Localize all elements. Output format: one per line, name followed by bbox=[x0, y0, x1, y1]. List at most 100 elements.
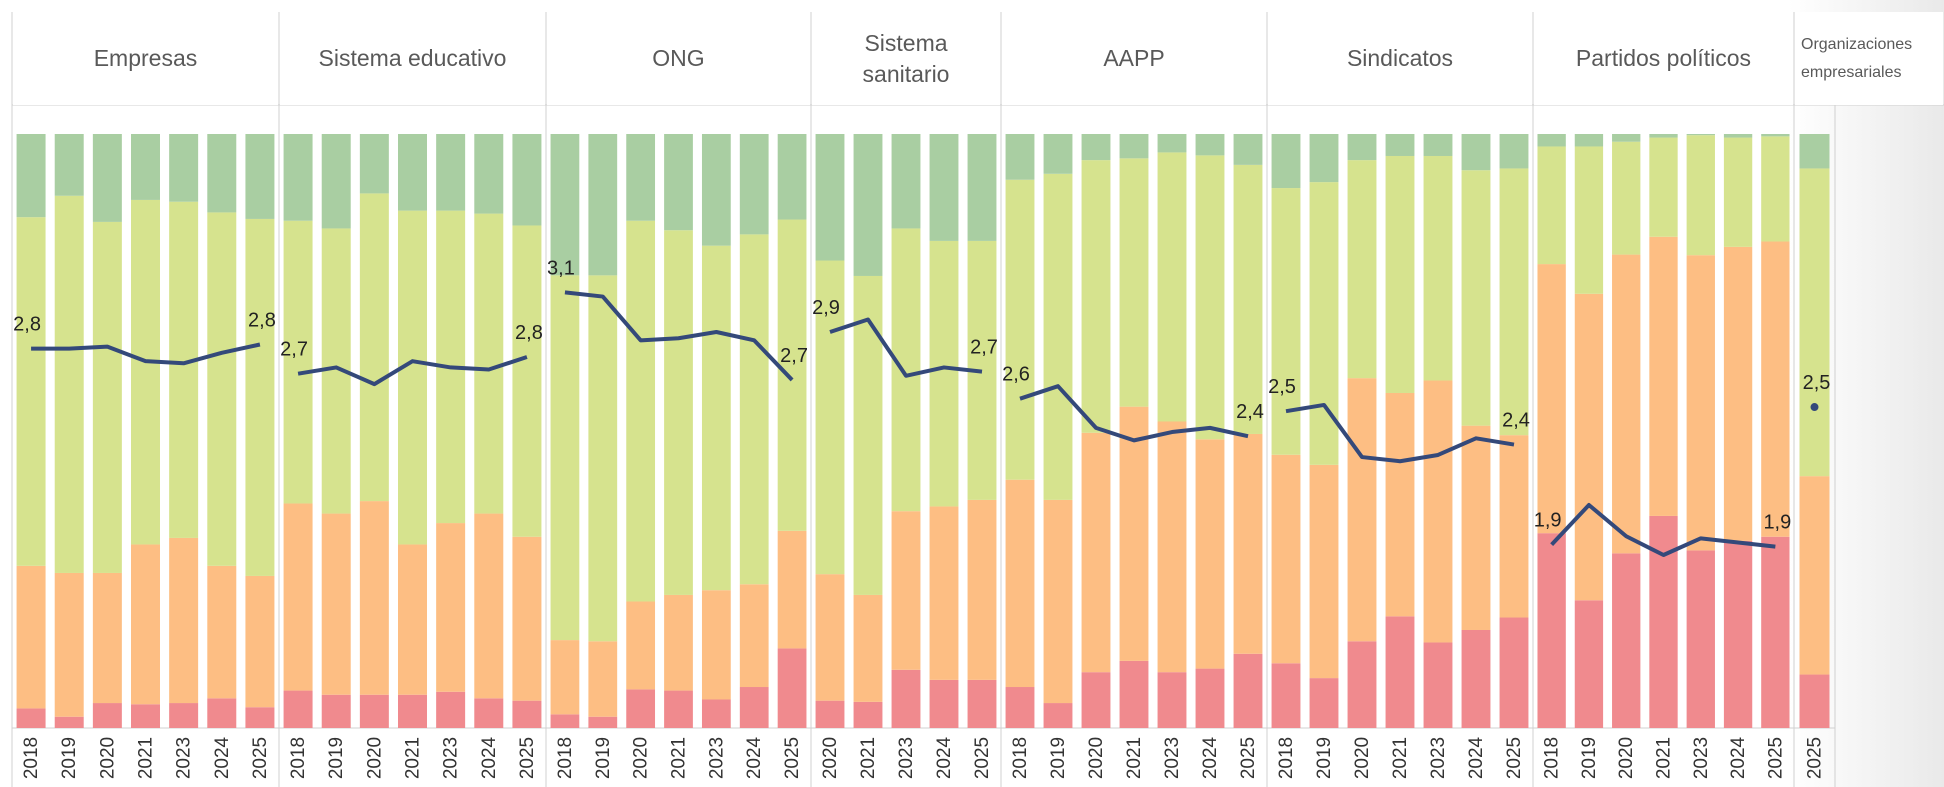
bar-segment bbox=[1799, 674, 1830, 728]
x-tick-label: 2019 bbox=[593, 737, 614, 779]
bar-segment bbox=[1723, 246, 1753, 541]
bar-segment bbox=[1461, 134, 1491, 171]
bar-segment bbox=[1499, 435, 1529, 618]
x-tick-label: 2021 bbox=[1654, 737, 1675, 779]
bar-segment bbox=[550, 134, 580, 276]
bar-segment bbox=[436, 134, 466, 211]
bar-segment bbox=[1499, 168, 1529, 436]
bar-segment bbox=[1649, 236, 1678, 516]
bar-segment bbox=[1686, 255, 1715, 551]
bar-segment bbox=[1043, 134, 1073, 174]
bar-segment bbox=[207, 565, 237, 699]
bar-segment bbox=[398, 210, 427, 545]
x-tick-label: 2025 bbox=[1504, 737, 1525, 779]
bar-segment bbox=[1649, 515, 1678, 728]
bar-segment bbox=[321, 694, 351, 728]
x-tick-label: 2025 bbox=[1805, 737, 1826, 779]
x-tick-label: 2018 bbox=[1010, 737, 1031, 779]
bar-segment bbox=[1385, 616, 1415, 728]
data-label: 2,7 bbox=[970, 337, 998, 359]
bar-segment bbox=[245, 707, 275, 728]
bar-segment bbox=[664, 230, 693, 595]
bar-segment bbox=[1612, 553, 1641, 728]
bar-segment bbox=[1005, 134, 1035, 180]
bar-segment bbox=[169, 201, 199, 538]
bar-segment bbox=[16, 217, 46, 566]
bar-segment bbox=[1537, 146, 1566, 265]
bar-segment bbox=[54, 195, 84, 573]
bar-segment bbox=[1461, 170, 1491, 426]
bar-segment bbox=[1157, 152, 1187, 422]
bar-segment bbox=[54, 716, 84, 728]
bar-segment bbox=[1081, 160, 1111, 433]
bar-segment bbox=[436, 523, 466, 692]
x-tick-label: 2020 bbox=[364, 737, 385, 779]
bar-segment bbox=[815, 700, 845, 728]
bar-segment bbox=[550, 640, 580, 715]
bar-segment bbox=[1157, 134, 1187, 153]
data-label: 2,4 bbox=[1236, 401, 1264, 423]
x-tick-label: 2021 bbox=[858, 737, 879, 779]
bar-segment bbox=[777, 219, 807, 531]
x-tick-label: 2020 bbox=[631, 737, 652, 779]
x-tick-label: 2025 bbox=[517, 737, 538, 779]
bar-segment bbox=[1423, 134, 1453, 156]
data-label: 2,5 bbox=[1268, 376, 1296, 398]
bar-segment bbox=[1723, 137, 1753, 247]
bar-segment bbox=[1309, 464, 1339, 679]
bar-segment bbox=[1423, 380, 1453, 643]
line bbox=[829, 317, 983, 378]
x-tick-label: 2025 bbox=[1765, 737, 1786, 779]
x-tick-label: 2024 bbox=[1728, 736, 1749, 779]
bar-segment bbox=[207, 212, 237, 566]
panel-title: Sistema sanitario bbox=[812, 12, 1000, 105]
bar-segment bbox=[815, 134, 845, 261]
bar-segment bbox=[967, 134, 997, 241]
bar-segment bbox=[739, 584, 769, 688]
bar-segment bbox=[701, 590, 731, 700]
bar-segment bbox=[815, 574, 845, 701]
bar-segment bbox=[891, 228, 921, 512]
line bbox=[564, 290, 794, 382]
x-tick-label: 2025 bbox=[1238, 737, 1259, 779]
x-tick-label: 2023 bbox=[706, 737, 727, 779]
bar-segment bbox=[588, 641, 618, 717]
bar-segment bbox=[169, 537, 199, 704]
bar-segment bbox=[131, 134, 160, 200]
data-label: 2,6 bbox=[1002, 364, 1030, 386]
bar-segment bbox=[1271, 134, 1301, 189]
bar-segment bbox=[853, 134, 883, 276]
bar-segment bbox=[92, 572, 122, 704]
x-tick-label: 2024 bbox=[744, 736, 765, 779]
bar-segment bbox=[436, 691, 466, 728]
bar-segment bbox=[777, 648, 807, 728]
data-label: 2,7 bbox=[280, 339, 308, 361]
x-tick-label: 2023 bbox=[441, 737, 462, 779]
x-tick-label: 2023 bbox=[1162, 737, 1183, 779]
x-tick-label: 2023 bbox=[174, 737, 195, 779]
bar-segment bbox=[853, 275, 883, 595]
panel-title: Organizaciones empresariales bbox=[1795, 12, 1943, 105]
bar-segment bbox=[1005, 179, 1035, 480]
bar-segment bbox=[929, 240, 959, 507]
bar-segment bbox=[1233, 134, 1263, 165]
x-tick-label: 2021 bbox=[1124, 737, 1145, 779]
bar-segment bbox=[1612, 141, 1641, 255]
bar-segment bbox=[474, 698, 504, 728]
line bbox=[1550, 502, 1776, 558]
bar-segment bbox=[664, 134, 693, 231]
bar-segment bbox=[1499, 134, 1529, 169]
x-tick-label: 2019 bbox=[59, 737, 80, 779]
bar-segment bbox=[1612, 254, 1641, 554]
x-tick-label: 2024 bbox=[212, 736, 233, 779]
bar-segment bbox=[1537, 264, 1566, 534]
bar-segment bbox=[967, 499, 997, 680]
x-tick-label: 2020 bbox=[820, 737, 841, 779]
bar-segment bbox=[131, 544, 160, 705]
x-tick-label: 2025 bbox=[782, 737, 803, 779]
bar-segment bbox=[1005, 479, 1035, 688]
x-tick-label: 2018 bbox=[21, 737, 42, 779]
bar-segment bbox=[967, 679, 997, 728]
bar-segment bbox=[929, 679, 959, 728]
